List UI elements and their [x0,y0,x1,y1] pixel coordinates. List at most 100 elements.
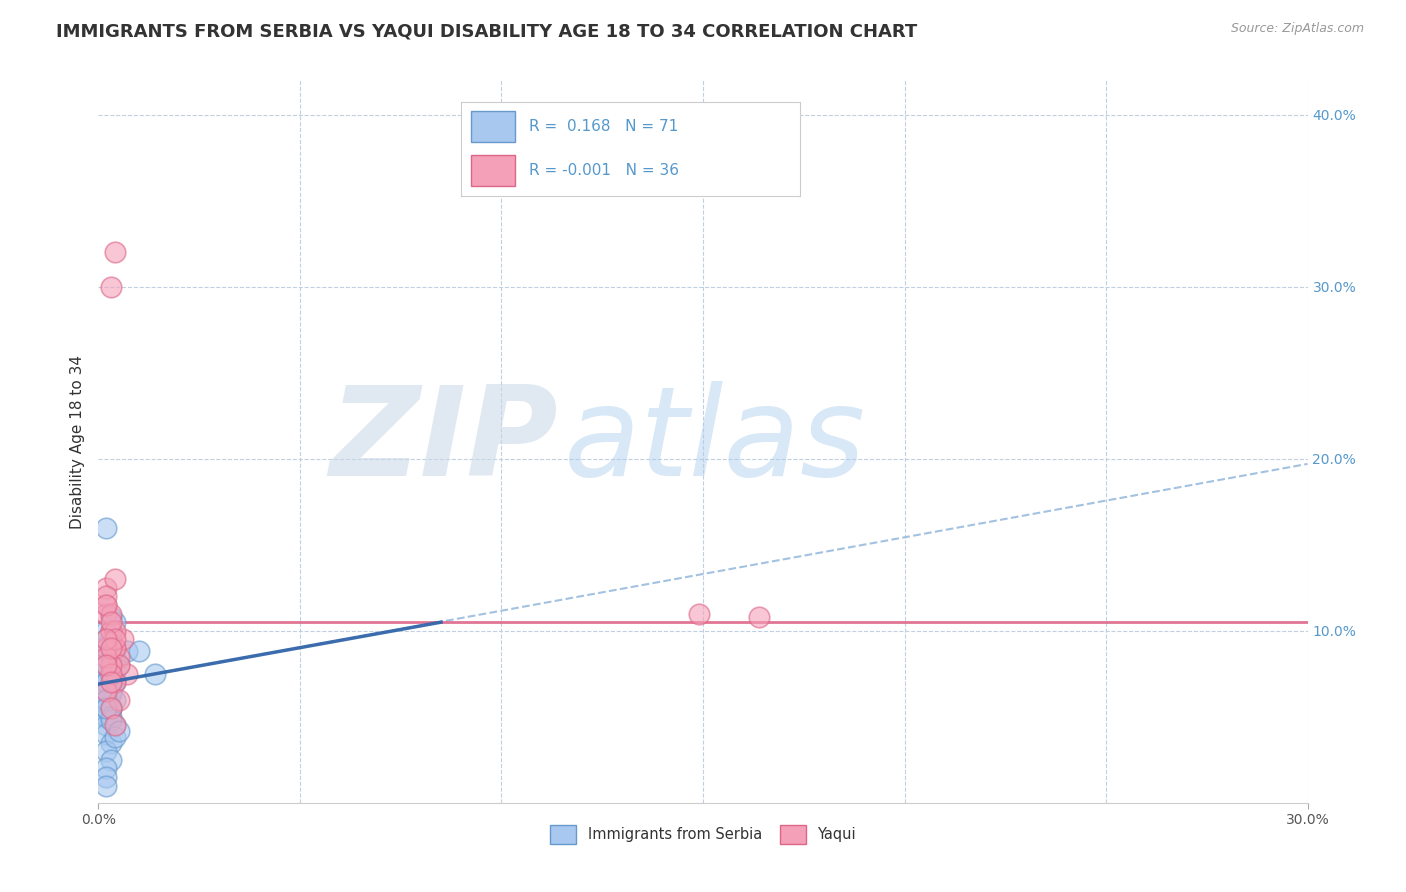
Point [128,644,150,658]
Point [96,692,118,706]
Point [96,675,118,690]
Point [103,675,125,690]
Point [96,692,118,706]
Point [96,658,118,673]
Point [100,666,122,681]
Point [96,761,118,775]
Point [100,607,122,621]
Point [96,640,118,655]
Point [96,692,118,706]
Point [111,632,134,647]
Point [100,649,122,664]
Point [103,624,125,638]
Point [96,770,118,784]
Point [96,658,118,673]
Text: Source: ZipAtlas.com: Source: ZipAtlas.com [1230,22,1364,36]
Point [100,735,122,749]
Point [115,666,138,681]
Point [96,598,118,612]
Point [103,572,125,586]
Point [96,632,118,647]
Point [96,684,118,698]
Point [100,713,122,727]
Point [100,687,122,701]
Point [100,648,122,662]
Point [748,610,770,624]
Point [96,649,118,664]
Point [100,640,122,655]
Point [96,607,118,621]
Point [96,684,118,698]
Point [100,610,122,624]
Point [100,279,122,293]
Point [103,718,125,732]
Point [96,666,118,681]
Point [96,686,118,700]
Point [100,632,122,647]
Point [96,684,118,698]
Point [100,658,122,673]
Point [100,701,122,715]
Point [103,662,125,676]
Point [103,245,125,260]
Point [100,624,122,638]
Point [100,710,122,724]
Point [107,658,129,673]
Point [100,701,122,715]
Point [103,640,125,655]
Point [100,701,122,715]
Point [103,675,125,690]
Point [96,710,118,724]
Point [100,684,122,698]
Point [96,670,118,684]
Point [96,581,118,595]
Point [100,627,122,641]
Point [103,672,125,686]
Point [103,731,125,745]
Point [96,710,118,724]
Point [96,640,118,655]
Point [96,701,118,715]
Point [96,701,118,715]
Point [96,779,118,793]
Legend: Immigrants from Serbia, Yaqui: Immigrants from Serbia, Yaqui [544,819,862,850]
Point [143,666,166,681]
Point [96,696,118,710]
Point [103,615,125,630]
Point [103,692,125,706]
Point [100,701,122,715]
Point [96,675,118,690]
Point [100,675,122,690]
Point [100,658,122,673]
Point [100,675,122,690]
Point [96,649,118,664]
Point [96,684,118,698]
Point [100,753,122,767]
Point [103,649,125,664]
Point [96,701,118,715]
Point [100,655,122,669]
Point [107,649,129,664]
Point [96,624,118,638]
Point [103,632,125,647]
Point [96,640,118,655]
Point [100,679,122,693]
Text: IMMIGRANTS FROM SERBIA VS YAQUI DISABILITY AGE 18 TO 34 CORRELATION CHART: IMMIGRANTS FROM SERBIA VS YAQUI DISABILI… [56,22,918,40]
Point [100,666,122,681]
Point [107,658,129,673]
Point [96,692,118,706]
Y-axis label: Disability Age 18 to 34: Disability Age 18 to 34 [69,354,84,529]
Point [688,607,710,621]
Point [96,727,118,741]
Point [96,632,118,647]
Point [100,666,122,681]
Point [96,744,118,758]
Point [100,644,122,658]
Point [103,718,125,732]
Point [115,644,138,658]
Point [103,640,125,655]
Point [96,598,118,612]
Point [96,675,118,690]
Text: ZIP: ZIP [329,381,558,502]
Point [96,638,118,652]
